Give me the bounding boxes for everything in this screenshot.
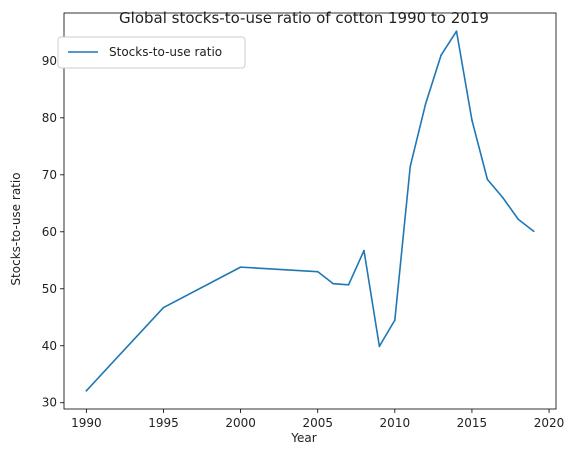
- data-point: [347, 283, 350, 286]
- plot-area: [63, 12, 557, 410]
- series-line-stocks-to-use-ratio: [85, 30, 535, 392]
- data-point: [162, 306, 165, 309]
- data-point: [532, 230, 535, 233]
- data-point: [332, 282, 334, 285]
- data-point: [85, 389, 88, 392]
- y-axis-label: Stocks-to-use ratio: [9, 172, 23, 285]
- data-point: [455, 30, 458, 33]
- legend-label: Stocks-to-use ratio: [109, 45, 222, 59]
- x-tick-label: 2020: [534, 416, 565, 430]
- x-axis: 1990 1995 2000 2005 2010 2015 2020: [71, 409, 564, 430]
- x-tick-label: 2005: [302, 416, 333, 430]
- legend: Stocks-to-use ratio: [57, 36, 246, 69]
- y-tick-label: 60: [42, 225, 57, 239]
- data-point: [440, 54, 442, 56]
- y-tick-label: 30: [42, 396, 57, 410]
- data-point: [486, 178, 489, 181]
- data-point: [316, 270, 319, 273]
- legend-box: [57, 36, 246, 69]
- data-point: [378, 345, 381, 348]
- data-point: [409, 165, 412, 168]
- plot-frame: [63, 12, 557, 410]
- data-point: [501, 196, 504, 199]
- x-axis-label: Year: [290, 431, 316, 445]
- y-tick-label: 90: [42, 54, 57, 68]
- x-tick-label: 2000: [225, 416, 256, 430]
- data-point: [517, 218, 520, 221]
- data-point: [239, 266, 242, 268]
- y-tick-label: 80: [42, 111, 57, 125]
- x-tick-label: 1995: [148, 416, 179, 430]
- series-points: [85, 30, 535, 392]
- data-point: [424, 102, 427, 105]
- x-tick-label: 2015: [457, 416, 488, 430]
- data-point: [471, 119, 473, 121]
- y-tick-label: 70: [42, 168, 57, 182]
- data-point: [394, 319, 396, 321]
- y-tick-label: 50: [42, 282, 57, 296]
- data-point: [363, 249, 365, 252]
- chart-title: Global stocks-to-use ratio of cotton 199…: [119, 9, 489, 27]
- y-axis: 30 40 50 60 70 80 90: [42, 54, 64, 410]
- x-tick-label: 1990: [71, 416, 102, 430]
- x-tick-label: 2010: [380, 416, 411, 430]
- y-tick-label: 40: [42, 339, 57, 353]
